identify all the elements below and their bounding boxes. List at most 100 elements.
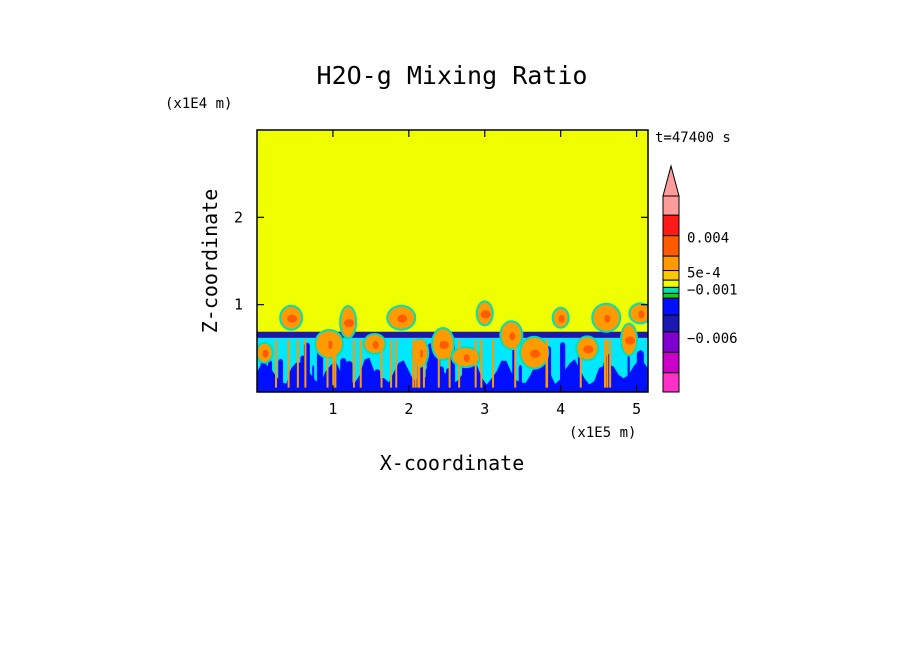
streak	[480, 339, 483, 388]
streak	[332, 339, 335, 388]
y-axis: 12	[234, 208, 648, 314]
x-axis: 1 2 3 4 5	[328, 130, 641, 418]
streak	[334, 339, 337, 388]
streak	[352, 339, 355, 388]
plume-core	[638, 310, 645, 319]
updraft-blue	[427, 343, 435, 392]
updraft-blue	[316, 348, 324, 392]
plot-area	[257, 130, 648, 392]
plume-core	[463, 354, 470, 363]
plume-core	[397, 314, 408, 323]
colorbar-band	[662, 286, 680, 294]
y-tick-label: 1	[234, 296, 243, 314]
streak	[296, 339, 299, 388]
streak	[395, 339, 398, 388]
streak	[514, 339, 517, 388]
colorbar-band	[662, 372, 680, 393]
plume-core	[262, 349, 269, 358]
streak	[606, 339, 609, 388]
updraft-blue	[627, 354, 630, 392]
colorbar-band	[662, 195, 680, 216]
streak	[437, 339, 440, 388]
updraft-blue	[278, 358, 284, 392]
streak	[380, 339, 383, 388]
streak	[390, 339, 393, 388]
streak	[326, 339, 329, 388]
plume-core	[287, 314, 298, 323]
colorbar-extend	[662, 164, 680, 197]
streak	[304, 339, 307, 388]
plume-core	[344, 319, 355, 328]
updraft-blue	[462, 360, 465, 392]
y-scale-label: (x1E4 m)	[165, 96, 232, 112]
plume-core	[583, 345, 594, 354]
colorbar-band	[662, 279, 680, 288]
streak	[414, 339, 417, 388]
x-tick-label: 4	[556, 400, 565, 418]
plume-core	[604, 314, 611, 323]
streak	[417, 339, 420, 388]
colorbar-band	[662, 235, 680, 257]
streak	[579, 339, 582, 388]
colorbar: 0.004 5e-4−0.001 −0.006	[662, 164, 738, 393]
streak	[287, 339, 290, 388]
streak	[359, 339, 362, 388]
plume-core	[625, 336, 636, 345]
field-layers	[257, 130, 648, 392]
colorbar-band	[662, 351, 680, 374]
streak	[422, 339, 425, 388]
colorbar-band	[662, 292, 680, 299]
x-tick-label: 2	[404, 400, 413, 418]
plume-core	[530, 349, 541, 358]
streak	[448, 339, 451, 388]
x-tick-label: 1	[328, 400, 337, 418]
updraft-blue	[345, 361, 353, 392]
time-label: t=47400 s	[655, 130, 731, 146]
colorbar-band	[662, 270, 680, 281]
updraft-blue	[267, 360, 273, 392]
colorbar-tick-label: 5e-4	[687, 266, 721, 282]
colorbar-band	[662, 214, 680, 237]
streak	[275, 339, 278, 388]
streak	[458, 339, 461, 388]
updraft-blue	[340, 358, 347, 392]
colorbar-tick-label: 0.004	[687, 231, 729, 247]
colorbar-band	[662, 331, 680, 353]
x-tick-label: 3	[480, 400, 489, 418]
plume-core	[439, 340, 450, 349]
plume-core	[480, 310, 491, 319]
updraft-blue	[560, 342, 566, 392]
updraft-blue	[639, 350, 643, 392]
chart-title: H2O-g Mixing Ratio	[317, 61, 588, 90]
updraft-blue	[291, 368, 295, 392]
updraft-blue	[518, 365, 522, 392]
updraft-blue	[497, 367, 503, 392]
plume-core	[327, 340, 334, 349]
plume-core	[558, 314, 565, 323]
colorbar-band	[662, 255, 680, 272]
updraft-blue	[374, 369, 381, 392]
streak	[418, 339, 421, 388]
streak	[492, 339, 495, 388]
colorbar-tick-label: −0.006	[687, 331, 738, 347]
colorbar-band	[662, 314, 680, 333]
x-tick-label: 5	[632, 400, 641, 418]
colorbar-band	[662, 297, 680, 316]
updraft-blue	[300, 355, 305, 392]
streak	[546, 339, 549, 388]
plume-core	[372, 340, 379, 349]
streak	[604, 339, 607, 388]
streak	[474, 339, 477, 388]
streak	[609, 339, 612, 388]
x-scale-label: (x1E5 m)	[569, 425, 636, 441]
streak	[412, 339, 415, 388]
x-axis-label: X-coordinate	[380, 451, 525, 475]
y-axis-label: Z-coordinate	[198, 189, 222, 334]
plume-core	[509, 332, 516, 341]
plot-frame	[256, 129, 649, 393]
updraft-blue	[312, 365, 315, 392]
y-tick-label: 2	[234, 208, 243, 226]
colorbar-tick-label: −0.001	[687, 282, 738, 298]
